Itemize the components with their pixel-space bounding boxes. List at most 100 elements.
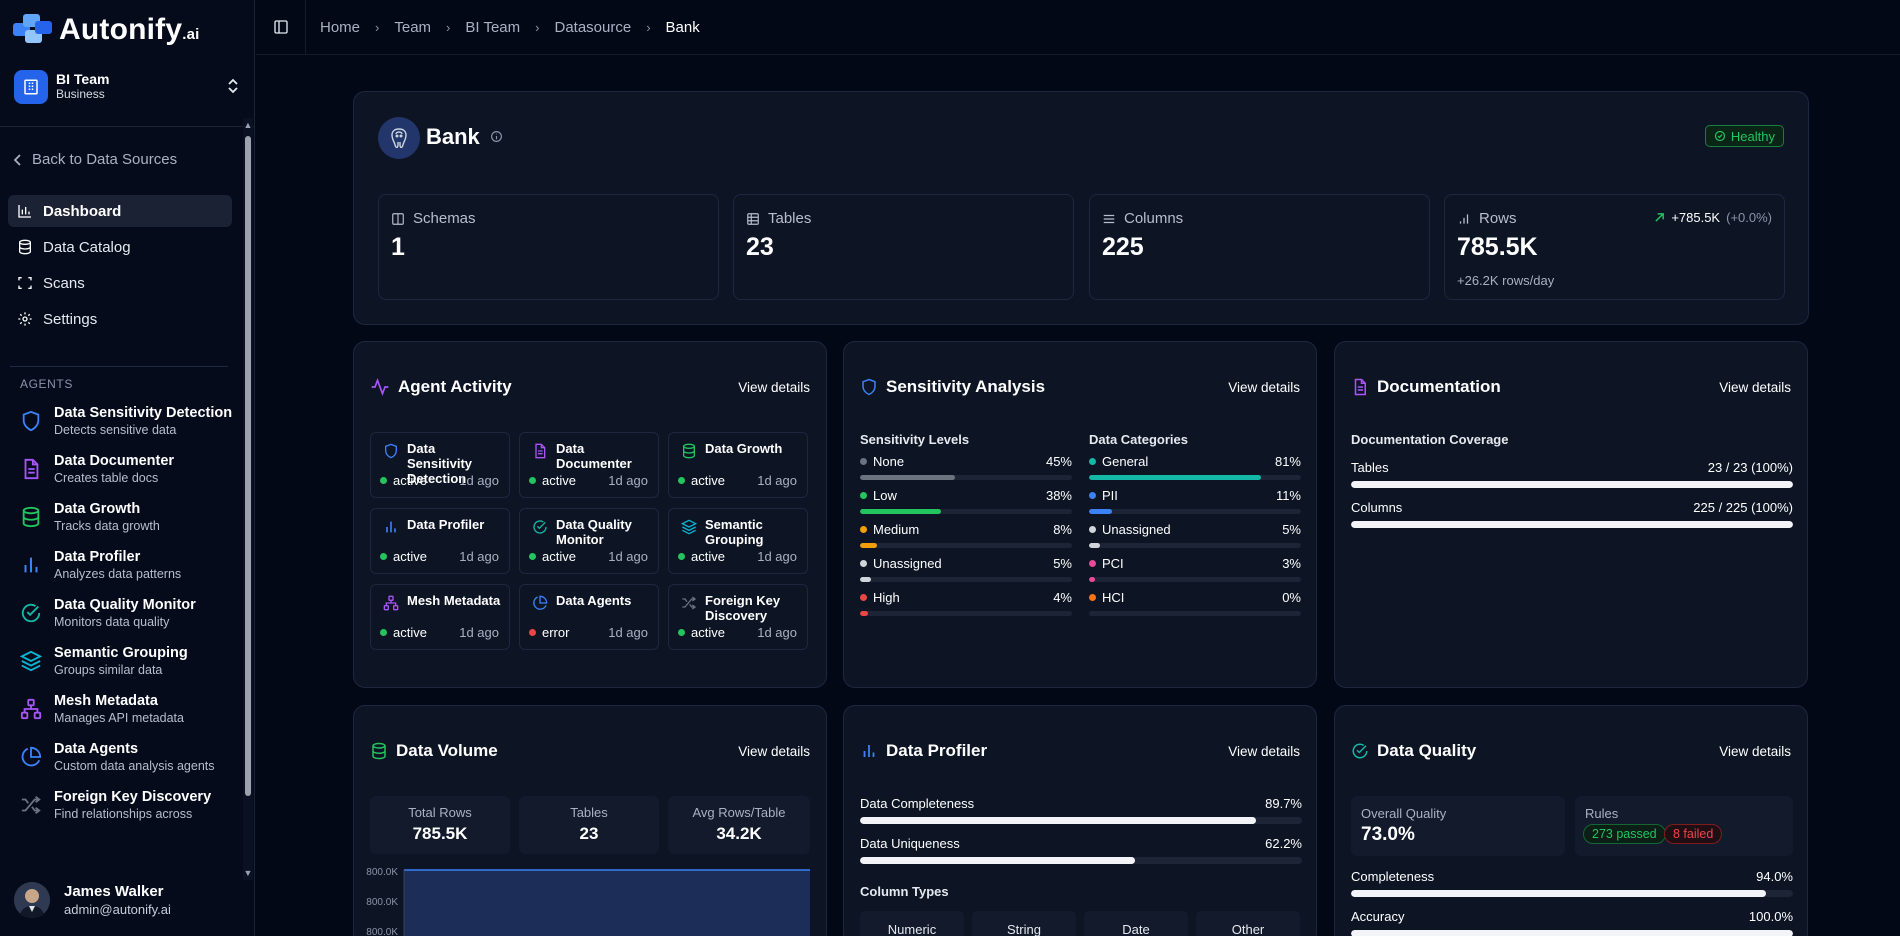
agent-activity-name: Foreign Key Discovery <box>705 593 781 623</box>
scroll-down-icon[interactable]: ▼ <box>243 868 253 878</box>
sidebar-scrollbar[interactable]: ▲ ▼ <box>243 118 253 880</box>
nav-label: Dashboard <box>43 202 122 220</box>
mini-stat-value: 785.5K <box>412 824 468 843</box>
metric-label: Data Completeness <box>860 796 975 811</box>
data-volume-chart: 800.0K 800.0K 800.0K <box>366 867 810 936</box>
agent-desc: Tracks data growth <box>54 519 160 533</box>
network-icon <box>383 593 399 611</box>
status-dot <box>529 477 536 484</box>
rules-passed-badge: 273 passed <box>1583 824 1666 844</box>
agent-activity-item[interactable]: Mesh Metadata active 1d ago <box>370 584 510 650</box>
sidebar-agent-data-growth[interactable]: Data Growth Tracks data growth <box>18 500 238 534</box>
coverage-label: Tables <box>1351 460 1389 475</box>
panel-title: Data Quality <box>1377 741 1477 760</box>
nav-item-scans[interactable]: Scans <box>8 267 232 299</box>
chevron-right-icon: › <box>646 19 651 35</box>
stat-tables: Tables 23 <box>733 194 1074 300</box>
sidebar-toggle-button[interactable] <box>256 0 306 55</box>
agent-activity-item[interactable]: Data Sensitivity Detection active 1d ago <box>370 432 510 498</box>
view-details-button[interactable]: View details <box>1228 744 1300 759</box>
metric-label: Data Uniqueness <box>860 836 960 851</box>
view-details-button[interactable]: View details <box>1719 380 1791 395</box>
view-details-button[interactable]: View details <box>738 744 810 759</box>
agent-activity-item[interactable]: Data Agents error 1d ago <box>519 584 659 650</box>
scroll-up-icon[interactable]: ▲ <box>243 120 253 130</box>
agent-activity-time: 1d ago <box>608 549 648 564</box>
rows-delta-value: +785.5K <box>1671 210 1721 225</box>
team-switcher[interactable]: BI Team Business <box>14 68 240 106</box>
sidebar-agent-foreign-key-discovery[interactable]: Foreign Key Discovery Find relationships … <box>18 788 238 822</box>
agent-activity-time: 1d ago <box>459 625 499 640</box>
nav-label: Data Catalog <box>43 238 131 256</box>
view-details-button[interactable]: View details <box>1228 380 1300 395</box>
status-dot <box>380 629 387 636</box>
y-tick-label: 800.0K <box>366 927 398 936</box>
agent-activity-item[interactable]: Data Profiler active 1d ago <box>370 508 510 574</box>
agent-activity-item[interactable]: Data Quality Monitor active 1d ago <box>519 508 659 574</box>
metric-bar <box>1351 890 1767 897</box>
chevron-right-icon: › <box>535 19 540 35</box>
data-volume-card: Data Volume View details Total Rows 785.… <box>353 705 827 936</box>
status-label: Healthy <box>1730 128 1775 144</box>
nav-item-data-catalog[interactable]: Data Catalog <box>8 231 232 263</box>
sidebar-agent-data-profiler[interactable]: Data Profiler Analyzes data patterns <box>18 548 238 582</box>
agent-activity-item[interactable]: Semantic Grouping active 1d ago <box>668 508 808 574</box>
back-to-data-sources-link[interactable]: Back to Data Sources <box>14 151 177 168</box>
metric-value: 62.2% <box>1265 836 1302 851</box>
rules-label: Rules <box>1585 806 1619 821</box>
sidebar-agent-data-quality-monitor[interactable]: Data Quality Monitor Monitors data qualit… <box>18 596 238 630</box>
legend-dot <box>1089 593 1096 601</box>
list-icon <box>1103 214 1115 223</box>
column-types: Numeric String Date Other <box>860 911 1300 936</box>
panel-title: Sensitivity Analysis <box>886 377 1046 396</box>
scroll-thumb[interactable] <box>245 136 251 796</box>
mini-stat-value: 23 <box>579 824 599 843</box>
view-details-button[interactable]: View details <box>1719 744 1791 759</box>
database-icon <box>372 742 386 760</box>
agent-activity-item[interactable]: Data Growth active 1d ago <box>668 432 808 498</box>
breadcrumb-datasource[interactable]: Datasource <box>554 18 632 36</box>
breadcrumb-team[interactable]: Team <box>394 18 432 36</box>
agent-activity-item[interactable]: Foreign Key Discovery active 1d ago <box>668 584 808 650</box>
info-icon[interactable] <box>490 130 503 143</box>
nav-item-settings[interactable]: Settings <box>8 303 232 335</box>
agent-desc: Custom data analysis agents <box>54 759 215 773</box>
breadcrumb-bi-team[interactable]: BI Team <box>465 18 521 36</box>
coverage-title: Documentation Coverage <box>1351 432 1509 447</box>
sidebar-agent-data-sensitivity[interactable]: Data Sensitivity Detection Detects sensit… <box>18 404 238 438</box>
agent-activity-item[interactable]: Data Documenter active 1d ago <box>519 432 659 498</box>
documentation-card: Documentation View details Documentation… <box>1334 341 1808 688</box>
agent-activity-name: Semantic Grouping <box>705 517 764 547</box>
app-logo[interactable]: Autonify.ai <box>11 10 200 50</box>
view-details-button[interactable]: View details <box>738 380 810 395</box>
agent-list: Data Sensitivity Detection Detects sensit… <box>18 404 238 836</box>
status-badge: Healthy <box>1704 125 1784 147</box>
volume-area <box>404 870 810 936</box>
distribution-bar <box>860 543 877 548</box>
sidebar-agent-semantic-grouping[interactable]: Semantic Grouping Groups similar data <box>18 644 238 678</box>
breadcrumb-home[interactable]: Home <box>320 18 361 36</box>
agent-activity-time: 1d ago <box>608 473 648 488</box>
document-icon <box>24 458 39 480</box>
user-profile[interactable]: James Walker admin@autonify.ai <box>14 882 171 918</box>
profiler-metric-completeness: Data Completeness 89.7% <box>860 796 1302 824</box>
agent-name: Data Profiler <box>54 549 141 565</box>
divider <box>0 126 255 127</box>
legend-dot <box>1089 559 1096 567</box>
distribution-bar <box>1089 577 1096 582</box>
rows-delta: +785.5K (+0.0%) <box>1654 210 1772 225</box>
overall-quality-label: Overall Quality <box>1361 806 1447 821</box>
metric-label: Completeness <box>1351 869 1435 884</box>
network-icon <box>20 698 42 720</box>
agent-activity-name: Data Profiler <box>407 517 485 532</box>
sidebar-agent-mesh-metadata[interactable]: Mesh Metadata Manages API metadata <box>18 692 238 726</box>
nav-item-dashboard[interactable]: Dashboard <box>8 195 232 227</box>
legend-dot <box>860 491 867 499</box>
gear-icon <box>18 312 32 326</box>
database-icon <box>22 506 40 528</box>
check-circle-icon <box>532 517 548 547</box>
volume-stat-tables: Tables 23 <box>519 796 659 854</box>
sidebar-agent-data-agents[interactable]: Data Agents Custom data analysis agents <box>18 740 238 774</box>
distribution-pct: 81% <box>1274 453 1301 469</box>
sidebar-agent-data-documenter[interactable]: Data Documenter Creates table docs <box>18 452 238 486</box>
